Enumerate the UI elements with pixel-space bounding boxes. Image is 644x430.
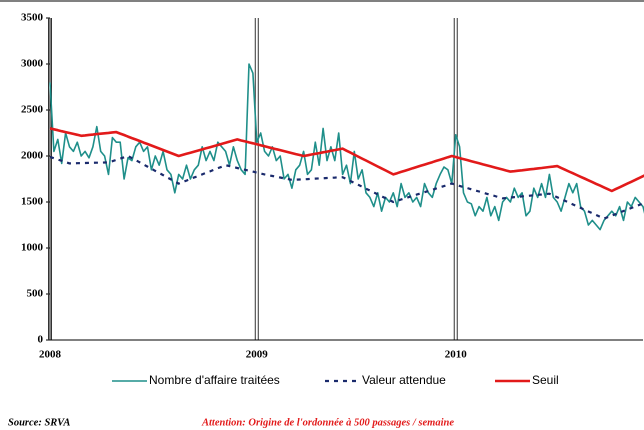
series-line [49, 127, 644, 193]
legend-label: Valeur attendue [362, 373, 446, 387]
legend-label: Nombre d'affaire traitées [149, 373, 280, 387]
x-tick-label: 2008 [39, 349, 62, 361]
x-tick-label: 2010 [445, 349, 468, 361]
note: Attention: Origine de l'ordonnée à 500 p… [201, 417, 454, 428]
y-tick-label: 1000 [21, 242, 44, 254]
y-tick-label: 1500 [21, 196, 44, 208]
source: Source: SRVA [8, 417, 70, 428]
y-tick-label: 500 [27, 288, 44, 300]
x-tick-label: 2009 [246, 349, 269, 361]
series-line [49, 63, 644, 231]
legend-label: Seuil [532, 373, 559, 387]
y-tick-label: 2500 [21, 104, 44, 116]
y-tick-label: 0 [38, 334, 44, 346]
y-tick-label: 3000 [21, 58, 44, 70]
y-tick-label: 2000 [21, 150, 44, 162]
series-line [49, 154, 644, 220]
y-tick-label: 3500 [21, 12, 44, 24]
